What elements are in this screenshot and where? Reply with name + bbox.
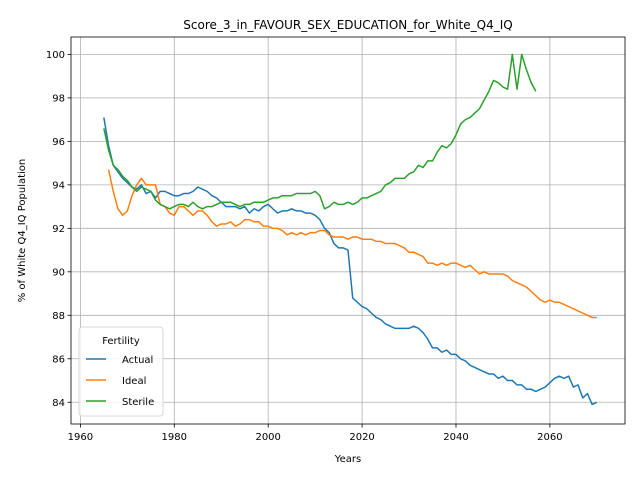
y-axis-label: % of White Q4_IQ Population [17,159,28,303]
legend: Fertility Actual Ideal Sterile [78,326,164,417]
series-line-sterile [103,53,537,210]
legend-title: Fertility [102,336,140,347]
axis-ticks: 1960 1980 2000 2020 2040 2060 84 86 88 90 92 94 96 98… [46,50,563,443]
y-tick-label: 86 [52,354,65,365]
series-line-ideal [107,169,597,319]
x-axis-label: Years [334,454,361,465]
x-tick-label: 1960 [68,432,93,443]
series-line-actual [103,117,598,406]
x-tick-label: 2060 [537,432,562,443]
y-tick-label: 88 [52,311,65,322]
legend-box [78,326,164,417]
chart-title: Score_3_in_FAVOUR_SEX_EDUCATION_for_Whit… [183,18,512,32]
legend-label-sterile: Sterile [122,397,154,408]
x-tick-label: 1980 [162,432,187,443]
plot-frame [70,36,626,425]
y-tick-label: 96 [52,137,65,148]
series-lines [103,53,598,406]
y-tick-label: 100 [46,50,65,61]
x-tick-label: 2020 [349,432,374,443]
y-tick-label: 84 [52,398,65,409]
x-tick-label: 2040 [443,432,468,443]
y-tick-label: 92 [52,224,65,235]
y-tick-label: 94 [52,180,65,191]
legend-label-ideal: Ideal [122,376,146,387]
y-tick-label: 90 [52,267,65,278]
y-tick-label: 98 [52,93,65,104]
x-tick-label: 2000 [255,432,280,443]
legend-entries: Actual Ideal Sterile [86,355,154,408]
legend-label-actual: Actual [122,355,153,366]
